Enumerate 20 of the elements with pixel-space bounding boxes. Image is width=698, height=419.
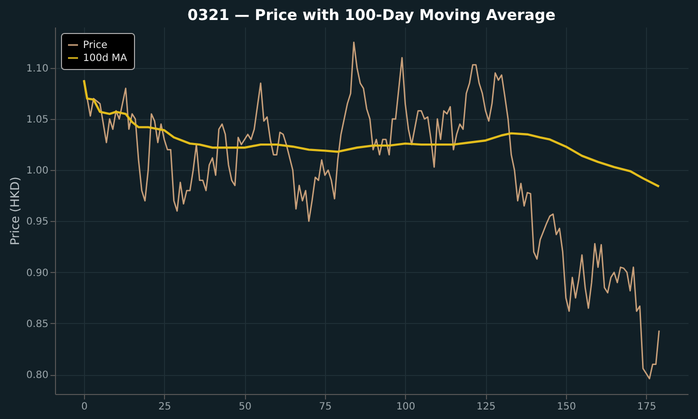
x-tick-label: 0 — [81, 402, 88, 412]
x-tick-label: 75 — [319, 402, 332, 412]
x-tick-label: 175 — [637, 402, 656, 412]
x-tick-label: 25 — [158, 402, 172, 412]
y-tick-label: 0.85 — [26, 318, 48, 330]
line-series — [82, 79, 660, 188]
chart-title: 0321 — Price with 100-Day Moving Average — [188, 6, 556, 24]
y-tick-label: 0.95 — [26, 216, 48, 228]
x-tick-label: 125 — [476, 402, 496, 412]
legend-label: 100d MA — [83, 53, 128, 64]
y-tick-label: 1.10 — [26, 63, 48, 74]
y-tick-label: 1.00 — [26, 166, 48, 177]
y-tick-label: 0.90 — [26, 268, 48, 279]
x-tick-label: 50 — [238, 402, 252, 412]
y-axis-title: Price (HKD) — [8, 176, 22, 246]
legend-label: Price — [83, 40, 108, 51]
y-tick-label: 0.80 — [26, 370, 48, 382]
y-tick-label: 1.05 — [26, 114, 48, 126]
x-tick-label: 150 — [556, 402, 576, 412]
x-tick-label: 100 — [396, 402, 416, 412]
